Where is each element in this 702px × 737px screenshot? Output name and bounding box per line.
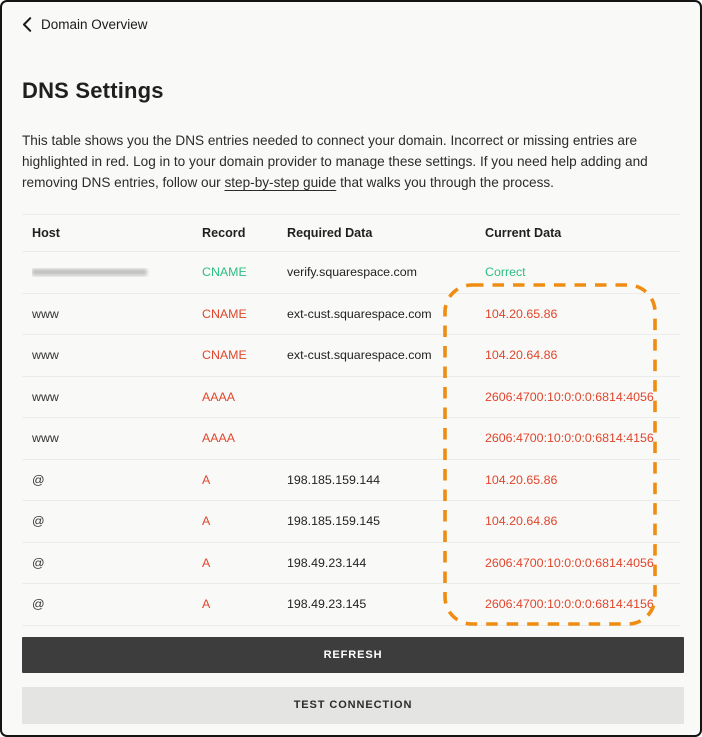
table-row: @ A 198.49.23.145 2606:4700:10:0:0:0:681… bbox=[22, 584, 680, 626]
column-header-host: Host bbox=[32, 226, 60, 240]
host-cell: @ bbox=[32, 472, 45, 487]
host-cell bbox=[32, 267, 202, 277]
record-cell: A bbox=[202, 472, 211, 487]
required-data-cell: 198.49.23.145 bbox=[287, 597, 367, 612]
table-row: @ A 198.185.159.144 104.20.65.86 bbox=[22, 460, 680, 501]
table-row: CNAME verify.squarespace.com Correct bbox=[22, 252, 680, 294]
host-cell: www bbox=[32, 348, 59, 363]
host-cell: www bbox=[32, 389, 59, 404]
column-header-record: Record bbox=[202, 226, 246, 240]
description-text-before: This table shows you the DNS entries nee… bbox=[22, 133, 648, 190]
host-cell: www bbox=[32, 431, 59, 446]
current-data-cell: Correct bbox=[485, 265, 526, 280]
current-data-cell: 2606:4700:10:0:0:0:6814:4156 bbox=[485, 431, 654, 446]
current-data-cell: 2606:4700:10:0:0:0:6814:4156 bbox=[485, 597, 654, 612]
record-cell: AAAA bbox=[202, 389, 236, 404]
host-cell: @ bbox=[32, 555, 45, 570]
dns-records-table: Host Record Required Data Current Data C… bbox=[22, 214, 680, 626]
host-cell: www bbox=[32, 306, 59, 321]
required-data-cell: ext-cust.squarespace.com bbox=[287, 348, 432, 363]
test-connection-button[interactable]: TEST CONNECTION bbox=[22, 686, 684, 724]
redacted-host-text bbox=[32, 267, 147, 277]
column-header-required-data: Required Data bbox=[287, 226, 373, 240]
description-text-after: that walks you through the process. bbox=[336, 175, 554, 190]
table-row: www AAAA 2606:4700:10:0:0:0:6814:4056 bbox=[22, 377, 680, 418]
current-data-cell: 104.20.65.86 bbox=[485, 306, 558, 321]
required-data-cell: ext-cust.squarespace.com bbox=[287, 306, 432, 321]
required-data-cell: verify.squarespace.com bbox=[287, 265, 417, 280]
back-link[interactable]: Domain Overview bbox=[22, 17, 148, 32]
record-cell: CNAME bbox=[202, 348, 247, 363]
required-data-cell: 198.185.159.144 bbox=[287, 472, 381, 487]
record-cell: A bbox=[202, 555, 211, 570]
table-row: www AAAA 2606:4700:10:0:0:0:6814:4156 bbox=[22, 418, 680, 460]
step-by-step-guide-link[interactable]: step-by-step guide bbox=[224, 175, 337, 190]
host-cell: @ bbox=[32, 514, 45, 529]
host-cell: @ bbox=[32, 597, 45, 612]
table-header-row: Host Record Required Data Current Data bbox=[22, 214, 680, 252]
back-chevron-icon bbox=[23, 17, 32, 32]
record-cell: CNAME bbox=[202, 306, 247, 321]
current-data-cell: 2606:4700:10:0:0:0:6814:4056 bbox=[485, 555, 654, 570]
current-data-cell: 2606:4700:10:0:0:0:6814:4056 bbox=[485, 389, 654, 404]
back-link-label: Domain Overview bbox=[41, 17, 148, 32]
table-row: www CNAME ext-cust.squarespace.com 104.2… bbox=[22, 335, 680, 377]
table-row: www CNAME ext-cust.squarespace.com 104.2… bbox=[22, 294, 680, 335]
table-row: @ A 198.49.23.144 2606:4700:10:0:0:0:681… bbox=[22, 543, 680, 584]
column-header-current-data: Current Data bbox=[485, 226, 562, 240]
current-data-cell: 104.20.64.86 bbox=[485, 514, 558, 529]
page-description: This table shows you the DNS entries nee… bbox=[22, 130, 684, 193]
page-title: DNS Settings bbox=[22, 78, 164, 103]
refresh-button[interactable]: REFRESH bbox=[22, 636, 684, 673]
record-cell: CNAME bbox=[202, 265, 247, 280]
record-cell: AAAA bbox=[202, 431, 236, 446]
current-data-cell: 104.20.65.86 bbox=[485, 472, 558, 487]
table-row: @ A 198.185.159.145 104.20.64.86 bbox=[22, 501, 680, 543]
top-bar: Domain Overview bbox=[2, 2, 700, 37]
record-cell: A bbox=[202, 514, 211, 529]
record-cell: A bbox=[202, 597, 211, 612]
current-data-cell: 104.20.64.86 bbox=[485, 348, 558, 363]
required-data-cell: 198.185.159.145 bbox=[287, 514, 381, 529]
required-data-cell: 198.49.23.144 bbox=[287, 555, 367, 570]
